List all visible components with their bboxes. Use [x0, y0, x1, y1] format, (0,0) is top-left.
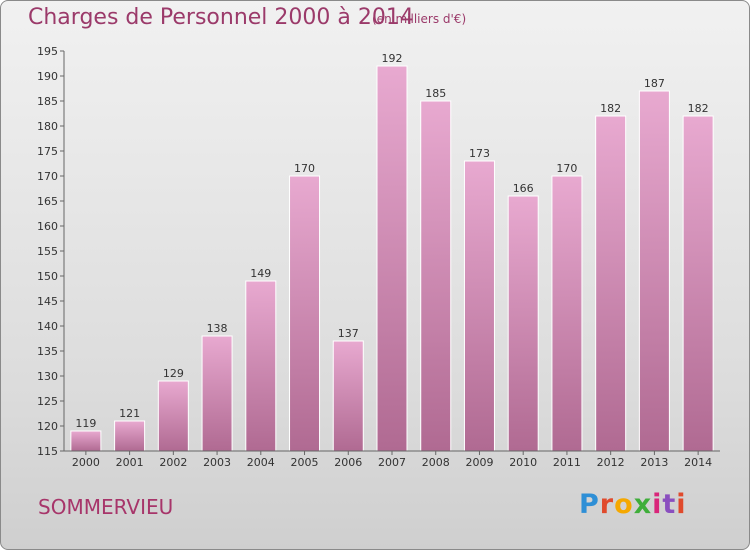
logo-letter: x [633, 489, 653, 520]
bar [595, 115, 627, 452]
data-label: 166 [513, 182, 534, 195]
y-tick-label: 190 [37, 70, 58, 83]
bar [376, 65, 408, 452]
y-tick-label: 170 [37, 170, 58, 183]
bar [70, 430, 102, 452]
y-tick-label: 140 [37, 320, 58, 333]
data-label: 185 [425, 87, 446, 100]
bar [463, 160, 495, 452]
y-tick-label: 185 [37, 95, 58, 108]
data-label: 119 [75, 417, 96, 430]
chart-title: Charges de Personnel 2000 à 2014 [28, 5, 414, 30]
y-tick-label: 180 [37, 120, 58, 133]
bar [289, 175, 321, 452]
data-label: 187 [644, 77, 665, 90]
bar [420, 100, 452, 452]
x-tick-label: 2004 [247, 456, 275, 469]
data-label: 121 [119, 407, 140, 420]
data-label: 138 [207, 322, 228, 335]
logo-letter: i [676, 489, 687, 520]
data-label: 170 [556, 162, 577, 175]
x-tick-label: 2007 [378, 456, 406, 469]
x-tick-label: 2005 [291, 456, 319, 469]
x-tick-label: 2003 [203, 456, 231, 469]
x-tick-label: 2010 [509, 456, 537, 469]
x-tick-label: 2013 [640, 456, 668, 469]
y-tick-label: 165 [37, 195, 58, 208]
logo-letter: t [662, 489, 677, 520]
logo-letter: P [579, 489, 600, 520]
y-tick-label: 150 [37, 270, 58, 283]
chart-subtitle: (en milliers d'€) [372, 12, 467, 26]
data-label: 192 [382, 52, 403, 65]
x-tick-label: 2008 [422, 456, 450, 469]
x-tick-label: 2006 [334, 456, 362, 469]
y-tick-label: 135 [37, 345, 58, 358]
logo-letter: r [599, 489, 615, 520]
x-tick-label: 2001 [116, 456, 144, 469]
bars: 119 121 129 138 149 170 137 192 185 173 166 170 182 1… [70, 52, 714, 452]
x-axis: 2000 2001 2002 2003 2004 2005 2006 2007 2008 2009… [64, 450, 720, 469]
y-tick-label: 155 [37, 245, 58, 258]
y-axis: 115 120 125 130 135 140 145 150 155 160 165 170 175 1… [37, 45, 65, 458]
bar [114, 420, 146, 452]
x-tick-label: 2014 [684, 456, 712, 469]
y-tick-label: 175 [37, 145, 58, 158]
data-label: 129 [163, 367, 184, 380]
data-label: 170 [294, 162, 315, 175]
x-tick-label: 2011 [553, 456, 581, 469]
bar [638, 90, 670, 452]
y-tick-label: 115 [37, 445, 58, 458]
x-tick-label: 2002 [159, 456, 187, 469]
proxiti-logo[interactable]: Proxiti [579, 489, 687, 520]
bar [682, 115, 714, 452]
x-tick-label: 2000 [72, 456, 100, 469]
y-tick-label: 130 [37, 370, 58, 383]
bar [245, 280, 277, 452]
bar [201, 335, 233, 452]
y-tick-label: 145 [37, 295, 58, 308]
logo-letter: o [614, 489, 634, 520]
data-label: 173 [469, 147, 490, 160]
logo-letter: i [652, 489, 663, 520]
data-label: 137 [338, 327, 359, 340]
x-tick-label: 2012 [597, 456, 625, 469]
y-tick-label: 120 [37, 420, 58, 433]
data-label: 182 [688, 102, 709, 115]
data-label: 182 [600, 102, 621, 115]
y-tick-label: 160 [37, 220, 58, 233]
commune-name: SOMMERVIEU [38, 495, 174, 519]
y-tick-label: 125 [37, 395, 58, 408]
y-tick-label: 195 [37, 45, 58, 58]
bar [332, 340, 364, 452]
bar [507, 195, 539, 452]
data-label: 149 [250, 267, 271, 280]
bar [157, 380, 189, 452]
bar [551, 175, 583, 452]
x-tick-label: 2009 [465, 456, 493, 469]
